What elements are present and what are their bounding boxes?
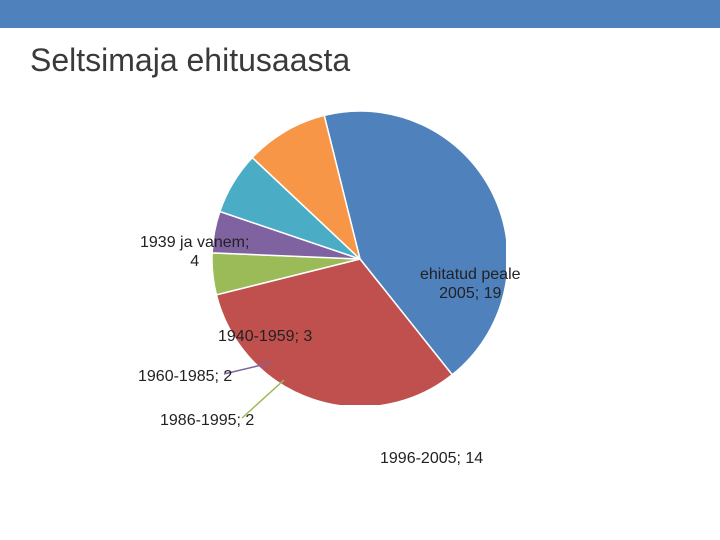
pie-labels: ehitatud peale2005; 19 1996-2005; 14 1986-… <box>0 79 720 539</box>
page-title: Seltsimaja ehitusaasta <box>30 42 720 79</box>
chart-label: 1996-2005; 14 <box>380 449 483 468</box>
chart-label: 1960-1985; 2 <box>138 367 232 386</box>
chart-label: 1939 ja vanem;4 <box>140 233 249 271</box>
top-bar <box>0 0 720 28</box>
chart-label: 1986-1995; 2 <box>160 411 254 430</box>
chart-area: ehitatud peale2005; 19 1996-2005; 14 1986-… <box>0 79 720 539</box>
chart-label: 1940-1959; 3 <box>218 327 312 346</box>
chart-label: ehitatud peale2005; 19 <box>420 265 521 303</box>
